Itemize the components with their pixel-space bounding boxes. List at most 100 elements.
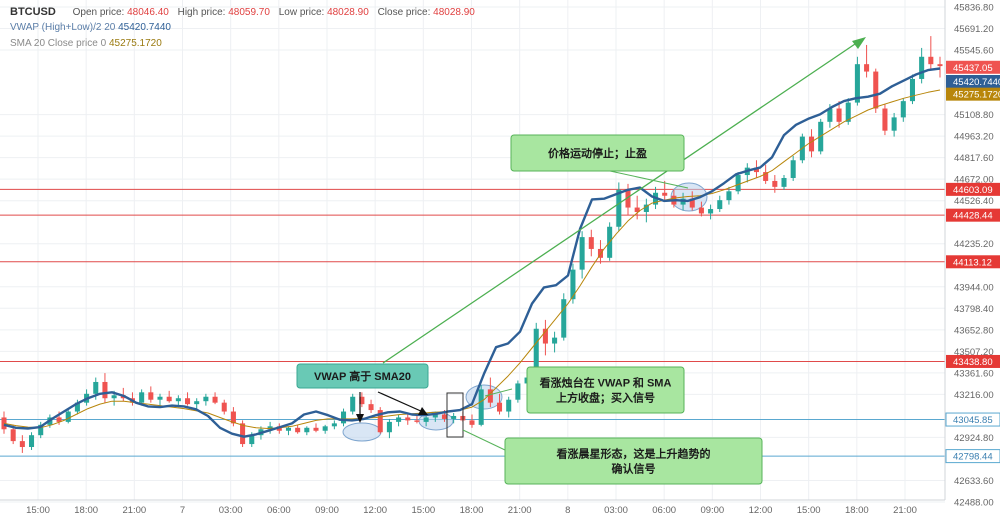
price-tick-label: 43944.00 xyxy=(954,282,994,293)
vwap-legend-value: 45420.7440 xyxy=(118,22,171,33)
candle-body xyxy=(203,396,209,402)
callout-connector xyxy=(609,170,689,189)
candle-body xyxy=(267,426,273,430)
callout-bullish-close[interactable]: 看涨烛台在 VWAP 和 SMA 上方收盘；买入信号 xyxy=(526,366,685,414)
candle-body xyxy=(139,392,145,403)
level-tag-bg xyxy=(946,208,1000,222)
candle-body xyxy=(753,167,759,173)
annotations: 价格运动停止；止盈 VWAP 高于 SMA20 看涨烛台在 VWAP 和 SMA 上… xyxy=(296,37,866,485)
candle-body xyxy=(221,402,227,412)
candle-body xyxy=(441,414,447,419)
vwap-legend[interactable]: VWAP (High+Low)/2 20 45420.7440 xyxy=(10,22,171,33)
close-value: 48028.90 xyxy=(433,7,475,18)
low-label: Low price: xyxy=(278,7,325,18)
price-tags: 44603.09 44428.44 44113.12 43438.80 43045.85… xyxy=(945,60,1000,464)
candle-body xyxy=(322,426,328,431)
price-tick-label: 45691.20 xyxy=(954,24,994,35)
candle-body xyxy=(561,299,567,338)
level-tag-blue-bg xyxy=(946,449,1000,463)
candle-body xyxy=(65,411,71,422)
candle-body xyxy=(350,396,356,412)
candle-body xyxy=(588,237,594,249)
candle-body xyxy=(249,435,255,445)
callout-vwap-above-text: VWAP 高于 SMA20 xyxy=(314,369,411,383)
level-tag-blue: 43045.85 xyxy=(953,415,993,426)
candle-body xyxy=(533,328,539,378)
time-tick-label: 06:00 xyxy=(652,505,676,516)
price-tick-label: 42488.00 xyxy=(954,498,994,509)
low-value: 48028.90 xyxy=(327,7,369,18)
diag-arrow-line xyxy=(377,391,424,413)
price-tick-label: 43798.40 xyxy=(954,304,994,315)
candle-body xyxy=(616,189,622,227)
candle-body xyxy=(570,269,576,300)
level-tag-bg xyxy=(946,255,1000,269)
candle-body xyxy=(506,399,512,412)
high-label: High price: xyxy=(177,7,226,18)
level-tag-bg xyxy=(946,182,1000,196)
level-tag: 43438.80 xyxy=(953,357,993,368)
time-tick-label: 12:00 xyxy=(363,505,387,516)
callout-bullish-close-box xyxy=(526,366,685,414)
callout-stop-profit-text: 价格运动停止；止盈 xyxy=(548,146,647,160)
candle-body xyxy=(836,108,842,122)
morning-star-box xyxy=(446,392,464,438)
time-tick-label: 06:00 xyxy=(267,505,291,516)
candle-body xyxy=(313,427,319,431)
candle-body xyxy=(10,429,16,442)
price-tick-label: 44817.60 xyxy=(954,153,994,164)
last-price-tag: 45437.05 xyxy=(953,63,993,74)
candle-body xyxy=(854,64,860,103)
candle-body xyxy=(891,117,897,131)
sma-legend[interactable]: SMA 20 Close price 0 45275.1720 xyxy=(10,38,162,49)
close-label: Close price: xyxy=(377,7,431,18)
time-tick-label: 21:00 xyxy=(122,505,146,516)
candle-body xyxy=(359,396,365,405)
time-tick-label: 12:00 xyxy=(749,505,773,516)
callout-stop-profit[interactable]: 价格运动停止；止盈 xyxy=(510,134,685,172)
price-tick-label: 43361.60 xyxy=(954,368,994,379)
time-tick-label: 03:00 xyxy=(604,505,628,516)
candle-body xyxy=(212,396,218,403)
time-tick-label: 21:00 xyxy=(508,505,532,516)
candle-body xyxy=(386,421,392,433)
callout-vwap-above[interactable]: VWAP 高于 SMA20 xyxy=(296,363,429,389)
candle-body xyxy=(74,402,80,412)
trend-arrow-line xyxy=(382,41,859,364)
candle-body xyxy=(478,389,484,425)
candle-body xyxy=(377,410,383,433)
candle-body xyxy=(873,71,879,109)
level-tag-bg xyxy=(946,354,1000,368)
ellipse-cross-1 xyxy=(342,422,382,442)
candle-body xyxy=(919,56,925,79)
candle-body xyxy=(827,108,833,122)
candle-body xyxy=(285,427,291,431)
open-value: 48046.40 xyxy=(127,7,169,18)
time-tick-label: 8 xyxy=(565,505,570,516)
price-tick-label: 44963.20 xyxy=(954,132,994,143)
candle-body xyxy=(396,417,402,422)
level-tag: 44113.12 xyxy=(953,257,992,268)
candle-body xyxy=(909,78,915,102)
callout-bullish-close-text: 看涨烛台在 VWAP 和 SMA xyxy=(540,376,672,390)
indicator-lines xyxy=(3,67,941,438)
diag-arrow-head xyxy=(418,407,428,415)
sma-line xyxy=(3,89,941,429)
candle-body xyxy=(625,189,631,208)
callout-stop-profit-box xyxy=(510,134,685,172)
time-tick-label: 15:00 xyxy=(797,505,821,516)
time-tick-label: 18:00 xyxy=(74,505,98,516)
candle-body xyxy=(230,411,236,424)
candle-body xyxy=(19,441,25,448)
candle-body xyxy=(515,383,521,400)
price-tick-label: 45836.80 xyxy=(954,3,994,14)
symbol-name[interactable]: BTCUSD xyxy=(10,6,56,18)
candle-body xyxy=(469,420,475,425)
candle-body xyxy=(735,175,741,192)
candle-body xyxy=(937,64,943,67)
time-tick-label: 21:00 xyxy=(893,505,917,516)
callout-morning-star-text: 确认信号 xyxy=(612,462,656,476)
